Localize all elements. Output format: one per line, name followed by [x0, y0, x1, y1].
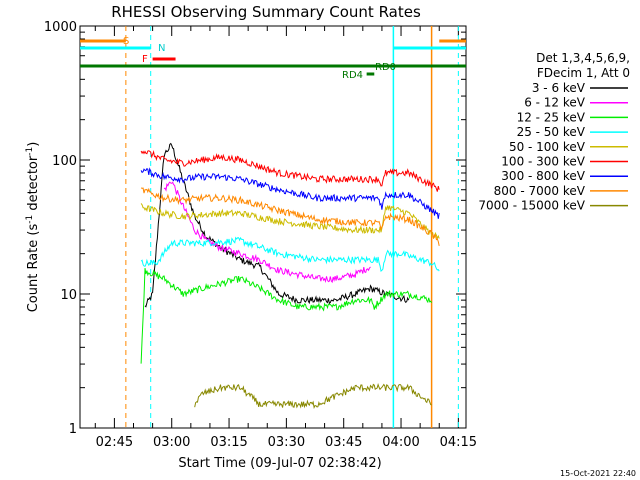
- y-axis: 1 10 100 1000: [44, 20, 466, 437]
- x-tick-label: 02:45: [96, 435, 133, 450]
- legend-label: 7000 - 15000 keV: [478, 199, 585, 213]
- series-line: [194, 382, 432, 409]
- y-axis-label-sup1: -1: [25, 215, 35, 224]
- x-tick-label: 03:30: [268, 435, 305, 450]
- legend-label: 300 - 800 keV: [501, 169, 585, 183]
- x-axis: 02:45 03:00 03:15 03:30 03:45 04:00 04:15: [94, 26, 477, 450]
- flag-label-s: S: [123, 36, 129, 47]
- series-line: [140, 268, 433, 364]
- series-line: [144, 142, 410, 308]
- x-tick-label: 03:00: [153, 435, 190, 450]
- legend-label: 50 - 100 keV: [509, 140, 586, 154]
- chart-title: RHESSI Observing Summary Count Rates: [111, 3, 421, 21]
- legend-header-1: Det 1,3,4,5,6,9,: [536, 51, 630, 65]
- series-line: [140, 167, 440, 219]
- y-axis-label-a: Count Rate (s: [26, 224, 41, 313]
- legend-header-2: FDecim 1, Att 0: [537, 66, 630, 80]
- y-axis-label-b: detector: [26, 155, 41, 215]
- y-axis-label-c: ): [26, 142, 41, 147]
- legend-label: 12 - 25 keV: [517, 110, 586, 124]
- legend-label: 800 - 7000 keV: [494, 184, 586, 198]
- flag-label-n: N: [158, 43, 165, 54]
- flag-label-rd0: RD0: [375, 62, 396, 73]
- series-line: [140, 187, 440, 247]
- legend-label: 3 - 6 keV: [532, 81, 586, 95]
- y-tick-label: 1000: [44, 20, 77, 35]
- y-axis-label: Count Rate (s-1 detector-1): [25, 142, 41, 313]
- timestamp: 15-Oct-2021 22:40: [560, 469, 636, 478]
- series-line: [140, 150, 440, 192]
- legend: Det 1,3,4,5,6,9, FDecim 1, Att 0 3 - 6 k…: [478, 51, 630, 213]
- flag-label-rd4: RD4: [342, 70, 363, 81]
- y-axis-label-sup2: -1: [25, 147, 35, 156]
- legend-label: 6 - 12 keV: [524, 96, 586, 110]
- series-line: [140, 203, 440, 240]
- x-axis-label: Start Time (09-Jul-07 02:38:42): [178, 456, 381, 471]
- y-tick-label: 10: [60, 288, 77, 303]
- plot-frame: [79, 25, 467, 429]
- series-line: [163, 181, 371, 284]
- y-tick-label: 1: [69, 422, 77, 437]
- x-tick-label: 04:00: [382, 435, 419, 450]
- legend-label: 25 - 50 keV: [517, 125, 586, 139]
- x-tick-label: 03:15: [210, 435, 247, 450]
- flag-label-f: F: [142, 54, 148, 65]
- x-tick-label: 04:15: [440, 435, 477, 450]
- series-line: [140, 236, 440, 273]
- y-tick-label: 100: [52, 154, 77, 169]
- state-flags: [80, 26, 466, 428]
- data-series: [140, 142, 440, 409]
- legend-label: 100 - 300 keV: [501, 155, 585, 169]
- x-tick-label: 03:45: [325, 435, 362, 450]
